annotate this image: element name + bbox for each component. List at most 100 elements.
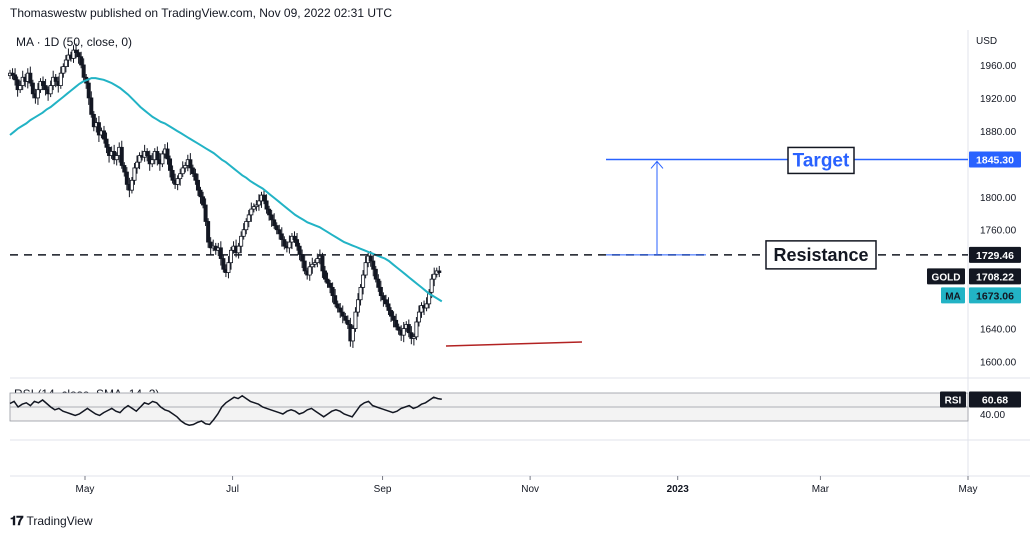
price-badge (969, 246, 1021, 263)
x-tick-label: Mar (812, 484, 830, 495)
candle-body (333, 295, 338, 305)
candle-body (122, 165, 127, 173)
price-badge (969, 151, 1021, 168)
rsi-line (9, 394, 442, 426)
candle-body (48, 85, 53, 95)
x-tick-label: May (959, 484, 978, 495)
candle-body (353, 311, 358, 329)
candle-body (35, 89, 40, 99)
symbol-badge (941, 287, 965, 304)
candle-body (328, 282, 333, 288)
price-badge-value: 1673.06 (976, 290, 1014, 302)
candle-body (132, 167, 137, 181)
candle-body (383, 299, 388, 305)
candle-body (58, 72, 63, 86)
price-badge-value: 1708.22 (976, 271, 1014, 283)
candle-body (335, 303, 340, 309)
symbol-badge (927, 268, 965, 285)
candle-body (18, 85, 23, 91)
candle-body (91, 113, 96, 128)
candle-body (312, 262, 317, 265)
x-tick-label: May (76, 484, 95, 495)
axes: 1960.00 1920.00 1880.00 1800.00 1760.00 1640.… (76, 61, 1021, 495)
candle-body (74, 49, 79, 53)
candle-body (297, 245, 302, 255)
candle-body (376, 278, 381, 288)
candle-body (203, 204, 208, 222)
price-badge-value: 1729.46 (976, 250, 1014, 262)
candle-body (79, 56, 84, 66)
y-tick-label: 1760.00 (980, 226, 1017, 237)
candle-body (201, 196, 206, 206)
candle-body (409, 332, 414, 339)
candle-body (96, 122, 101, 136)
candle-body (155, 151, 160, 161)
symbol-badge-label: GOLD (932, 272, 961, 283)
candle-body (28, 72, 33, 84)
rsi-value: 60.68 (982, 395, 1008, 407)
candle-body (183, 165, 188, 169)
candle-body (175, 178, 180, 185)
candle-body (254, 204, 259, 208)
symbol-badge-label: MA (945, 291, 961, 302)
candle-body (104, 138, 109, 148)
candle-body (381, 295, 386, 301)
price-badge-value: 1845.30 (976, 154, 1014, 166)
candle-body (206, 221, 211, 243)
candle-body (427, 291, 432, 305)
price-badge (969, 287, 1021, 304)
candle-body (330, 286, 335, 297)
candle-body (221, 258, 226, 270)
candle-body (71, 49, 76, 59)
candle-body (53, 76, 58, 82)
tradingview-logo-icon: 𝟏𝟕 (10, 513, 24, 528)
candle-body (282, 239, 287, 247)
candle-body (371, 260, 376, 270)
candle-body (251, 206, 256, 210)
candle-body (190, 167, 195, 175)
candle-body (150, 159, 155, 165)
x-tick-label: 2023 (667, 484, 690, 495)
candle-body (124, 171, 129, 185)
candle-body (391, 315, 396, 321)
candle-body (188, 159, 193, 169)
target-label-box (787, 146, 855, 175)
candle-body (137, 155, 142, 163)
candle-body (193, 173, 198, 181)
candle-body (411, 336, 416, 339)
candle-body (272, 219, 277, 226)
candle-body (416, 311, 421, 323)
resistance-label: Resistance (773, 245, 868, 265)
candle-body (345, 319, 350, 325)
candle-body (292, 235, 297, 241)
candle-body (61, 66, 66, 74)
y-tick-label: 1600.00 (980, 358, 1017, 369)
candle-body (363, 262, 368, 276)
ma-line (9, 77, 443, 303)
candle-body (368, 255, 373, 262)
candle-body (287, 241, 292, 249)
candle-body (208, 241, 213, 249)
x-tick-label: Jul (226, 484, 239, 495)
candle-body (249, 208, 254, 216)
candle-body (394, 319, 399, 328)
y-tick-label: 1800.00 (980, 193, 1017, 204)
candle-body (218, 247, 223, 259)
candle-body (424, 303, 429, 309)
candle-body (295, 239, 300, 247)
candle-body (414, 321, 419, 338)
candle-body (274, 225, 279, 231)
candle-body (30, 82, 35, 95)
candle-body (246, 214, 251, 222)
candle-body (135, 161, 140, 169)
candle-body (256, 200, 261, 206)
candle-body (101, 130, 106, 140)
candle-body (429, 278, 434, 293)
candle-body (236, 245, 241, 254)
candle-body (322, 270, 327, 280)
candle-body (226, 262, 231, 273)
target-label: Target (793, 150, 850, 171)
rsi-name-label: RSI (945, 396, 962, 407)
candle-body (302, 260, 307, 272)
